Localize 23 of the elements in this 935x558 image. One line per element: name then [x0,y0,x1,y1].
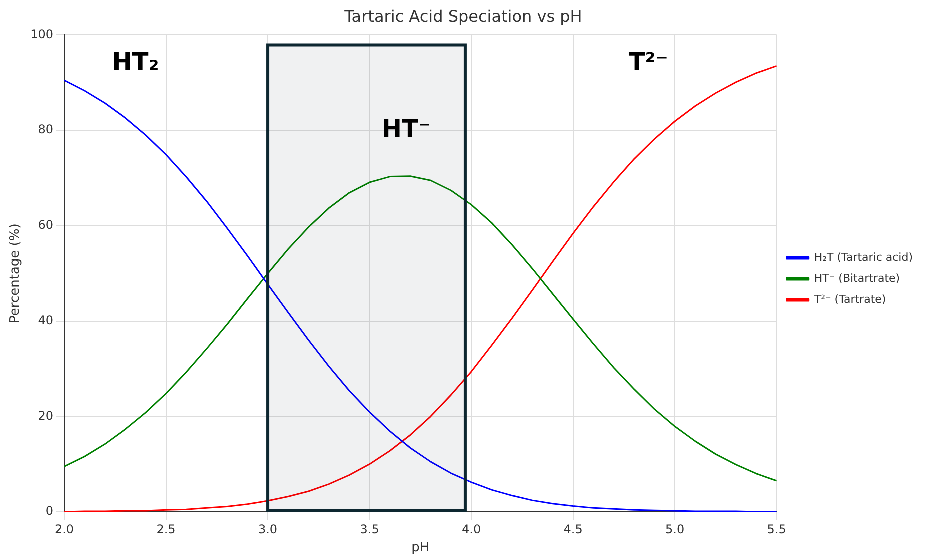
x-tick-label: 5.5 [767,522,786,536]
x-tick-label: 2.0 [54,522,74,536]
y-tick-label: 60 [38,218,54,232]
y-axis-title: Percentage (%) [8,224,24,324]
y-tick-label: 40 [38,313,54,328]
legend-label: HT⁻ (Bitartrate) [814,272,900,285]
y-tick-label: 80 [38,122,54,137]
x-tick-label: 3.5 [360,522,380,536]
legend-label: H₂T (Tartaric acid) [814,250,914,264]
y-tick-label: 100 [30,27,54,42]
x-tick-label: 3.0 [258,522,278,536]
legend-label: T²⁻ (Tartrate) [813,292,886,306]
x-tick-label: 4.0 [462,522,482,536]
annotation: HT⁻ [382,114,431,143]
x-tick-label: 4.5 [564,522,583,536]
x-tick-label: 5.0 [666,522,685,536]
y-tick-label: 0 [46,504,54,518]
annotation: T²⁻ [628,48,668,76]
x-tick-label: 2.5 [156,522,176,536]
annotation: HT₂ [112,48,160,76]
y-tick-label: 20 [38,408,54,423]
chart-title: Tartaric Acid Speciation vs pH [344,6,582,26]
x-axis-title: pH [412,540,430,556]
